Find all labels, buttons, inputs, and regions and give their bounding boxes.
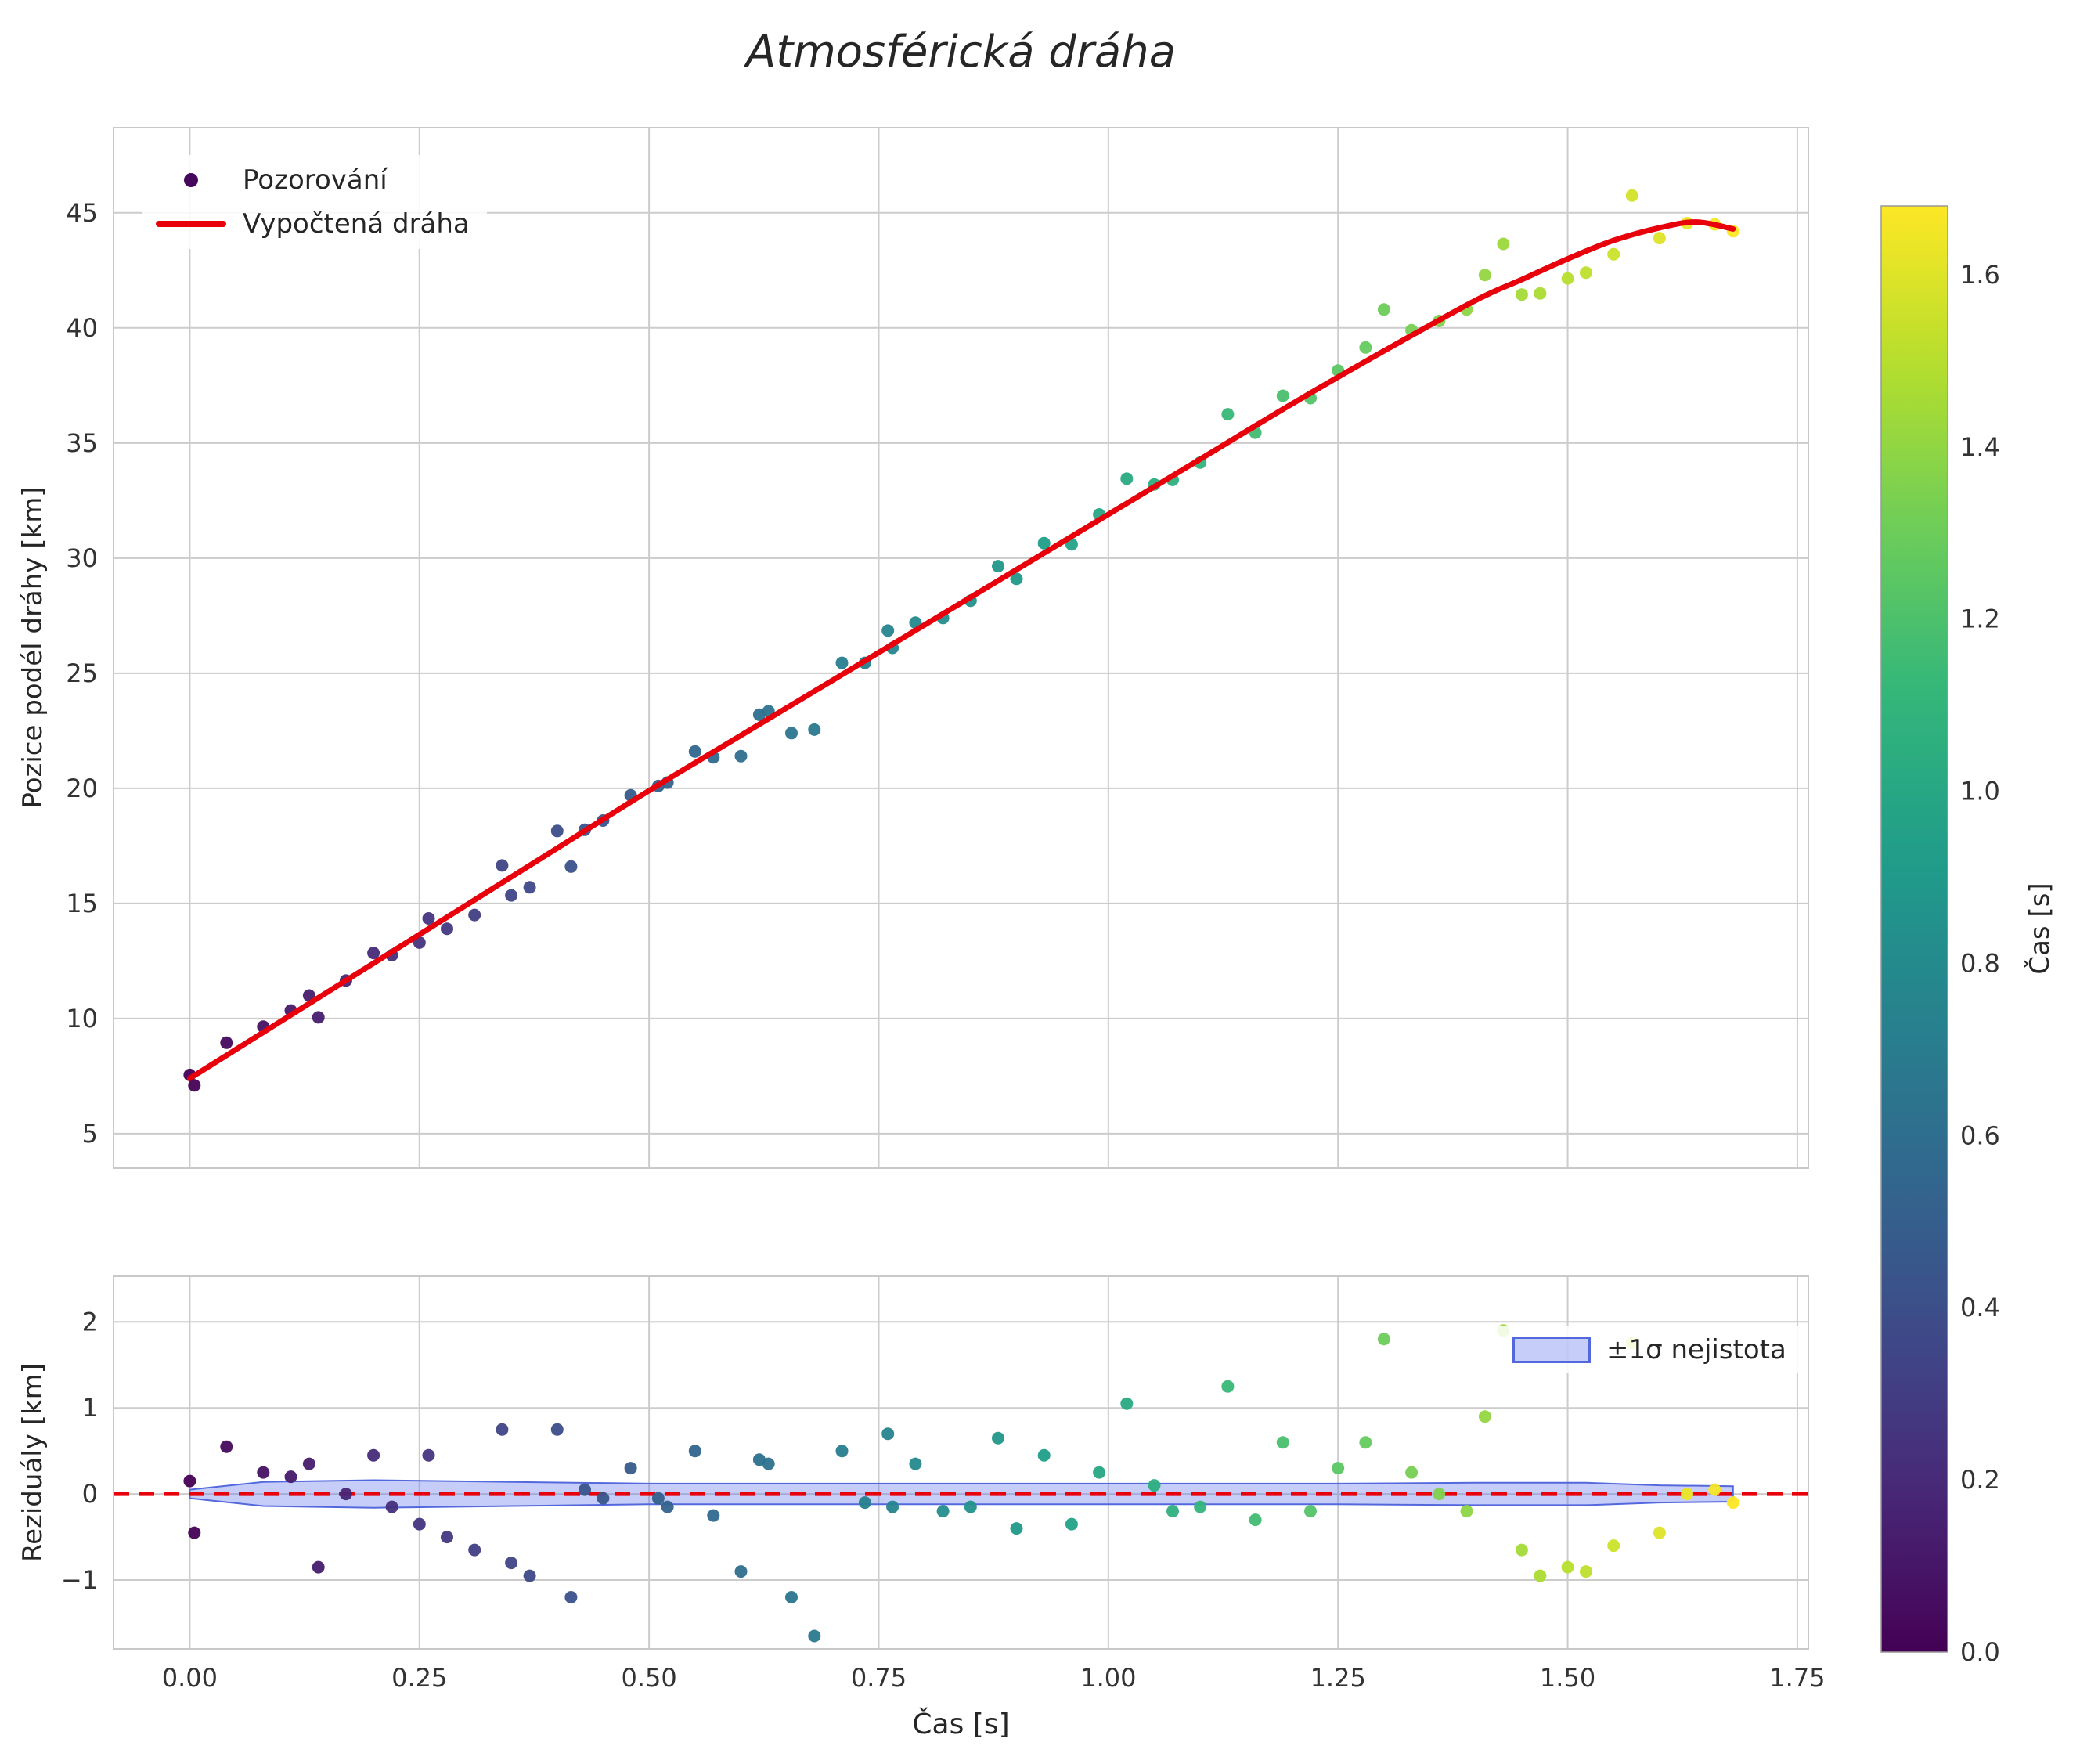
svg-text:1: 1 — [82, 1393, 98, 1423]
svg-text:20: 20 — [66, 774, 98, 803]
legend-observations-label: Pozorování — [243, 164, 388, 196]
svg-text:1.6: 1.6 — [1960, 260, 2000, 290]
legend-fit-label: Vypočtená dráha — [243, 208, 470, 240]
svg-text:1.50: 1.50 — [1540, 1663, 1595, 1693]
uncertainty-band-patch-icon — [1512, 1337, 1591, 1363]
legend-band-label: ±1σ nejistota — [1606, 1334, 1786, 1365]
svg-text:0.4: 0.4 — [1960, 1293, 2000, 1322]
svg-text:25: 25 — [66, 658, 98, 688]
svg-text:−1: −1 — [61, 1565, 98, 1595]
fit-line — [186, 219, 1736, 1081]
svg-text:5: 5 — [82, 1119, 98, 1149]
svg-text:10: 10 — [66, 1004, 98, 1034]
main-legend: Pozorování Vypočtená dráha — [142, 155, 487, 249]
svg-text:1.0: 1.0 — [1960, 777, 2000, 806]
svg-text:1.00: 1.00 — [1080, 1663, 1136, 1693]
svg-text:30: 30 — [66, 543, 98, 573]
svg-text:35: 35 — [66, 428, 98, 458]
x-axis-label: Čas [s] — [912, 1708, 1010, 1741]
svg-text:0.2: 0.2 — [1960, 1465, 2000, 1495]
chart-title: Atmosférická dráha — [745, 27, 1177, 78]
main-y-axis-label: Pozice podél dráhy [km] — [17, 486, 49, 809]
residual-legend: ±1σ nejistota — [1497, 1326, 1802, 1373]
svg-text:1.2: 1.2 — [1960, 604, 2000, 634]
svg-text:0.75: 0.75 — [851, 1663, 907, 1693]
svg-text:0.6: 0.6 — [1960, 1120, 2000, 1150]
svg-text:1.25: 1.25 — [1310, 1663, 1366, 1693]
svg-text:0.25: 0.25 — [391, 1663, 447, 1693]
legend-observations-marker-icon — [153, 173, 229, 187]
svg-text:45: 45 — [66, 198, 98, 228]
svg-text:0.00: 0.00 — [162, 1663, 218, 1693]
svg-text:0: 0 — [82, 1479, 98, 1509]
legend-fit-line-icon — [153, 221, 229, 227]
svg-text:0.8: 0.8 — [1960, 948, 2000, 978]
svg-text:1.75: 1.75 — [1769, 1663, 1825, 1693]
legend-row-observations: Pozorování — [153, 164, 470, 196]
svg-text:0.0: 0.0 — [1960, 1637, 2000, 1667]
svg-text:15: 15 — [66, 889, 98, 918]
main-axes: 5 10 15 20 25 30 35 40 45 — [66, 127, 1809, 1169]
residual-y-axis-label: Reziduály [km] — [17, 1363, 49, 1562]
legend-row-fit: Vypočtená dráha — [153, 208, 470, 240]
colorbar-label: Čas [s] — [2024, 882, 2056, 975]
svg-text:2: 2 — [82, 1307, 98, 1337]
svg-text:1.4: 1.4 — [1960, 432, 2000, 462]
svg-text:0.50: 0.50 — [621, 1663, 676, 1693]
colorbar: 0.0 0.2 0.4 0.6 0.8 1.0 1.2 1.4 1.6 — [1880, 205, 2000, 1667]
svg-text:40: 40 — [66, 313, 98, 343]
residual-axes: 0.00 0.25 0.50 0.75 1.00 1.25 1.50 1.75 −1 0 1 2 — [61, 1275, 1826, 1693]
